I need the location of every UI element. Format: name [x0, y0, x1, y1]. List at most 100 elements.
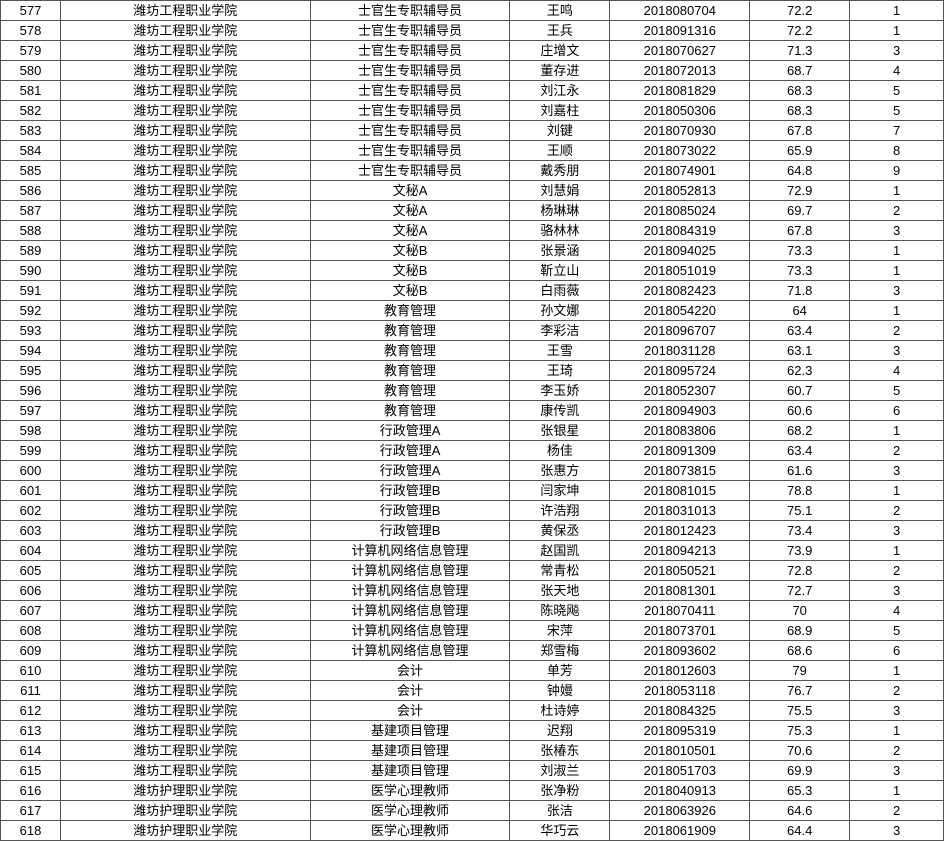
table-cell: 潍坊工程职业学院 [60, 261, 310, 281]
table-cell: 596 [1, 381, 61, 401]
table-cell: 潍坊工程职业学院 [60, 241, 310, 261]
table-cell: 潍坊护理职业学院 [60, 801, 310, 821]
table-cell: 张洁 [510, 801, 610, 821]
table-cell: 5 [850, 81, 944, 101]
table-cell: 68.3 [750, 101, 850, 121]
table-cell: 潍坊工程职业学院 [60, 21, 310, 41]
table-cell: 608 [1, 621, 61, 641]
table-cell: 1 [850, 301, 944, 321]
table-cell: 2018085024 [610, 201, 750, 221]
table-cell: 584 [1, 141, 61, 161]
table-cell: 2018052307 [610, 381, 750, 401]
table-cell: 583 [1, 121, 61, 141]
table-row: 578潍坊工程职业学院士官生专职辅导员王兵201809131672.21 [1, 21, 944, 41]
table-cell: 白雨薇 [510, 281, 610, 301]
table-cell: 615 [1, 761, 61, 781]
table-cell: 潍坊工程职业学院 [60, 321, 310, 341]
table-cell: 刘江永 [510, 81, 610, 101]
table-cell: 5 [850, 381, 944, 401]
table-cell: 1 [850, 661, 944, 681]
table-cell: 2018094903 [610, 401, 750, 421]
table-cell: 2018080704 [610, 1, 750, 21]
table-row: 582潍坊工程职业学院士官生专职辅导员刘嘉柱201805030668.35 [1, 101, 944, 121]
table-cell: 2 [850, 561, 944, 581]
table-cell: 杨佳 [510, 441, 610, 461]
table-cell: 医学心理教师 [310, 801, 510, 821]
table-row: 593潍坊工程职业学院教育管理李彩洁201809670763.42 [1, 321, 944, 341]
table-cell: 2018094213 [610, 541, 750, 561]
table-cell: 604 [1, 541, 61, 561]
table-cell: 73.9 [750, 541, 850, 561]
table-cell: 1 [850, 421, 944, 441]
table-cell: 康传凯 [510, 401, 610, 421]
table-cell: 3 [850, 41, 944, 61]
table-cell: 72.7 [750, 581, 850, 601]
table-cell: 医学心理教师 [310, 781, 510, 801]
table-cell: 613 [1, 721, 61, 741]
table-cell: 教育管理 [310, 321, 510, 341]
table-cell: 张净粉 [510, 781, 610, 801]
table-cell: 614 [1, 741, 61, 761]
table-cell: 闫家坤 [510, 481, 610, 501]
table-cell: 士官生专职辅导员 [310, 101, 510, 121]
table-cell: 王雪 [510, 341, 610, 361]
table-cell: 郑雪梅 [510, 641, 610, 661]
table-row: 608潍坊工程职业学院计算机网络信息管理宋萍201807370168.95 [1, 621, 944, 641]
table-row: 602潍坊工程职业学院行政管理B许浩翔201803101375.12 [1, 501, 944, 521]
table-cell: 610 [1, 661, 61, 681]
table-cell: 2018070411 [610, 601, 750, 621]
table-row: 577潍坊工程职业学院士官生专职辅导员王鸣201808070472.21 [1, 1, 944, 21]
table-cell: 会计 [310, 661, 510, 681]
table-cell: 行政管理A [310, 421, 510, 441]
table-cell: 基建项目管理 [310, 721, 510, 741]
table-cell: 2018093602 [610, 641, 750, 661]
table-cell: 潍坊工程职业学院 [60, 61, 310, 81]
table-row: 598潍坊工程职业学院行政管理A张银星201808380668.21 [1, 421, 944, 441]
table-cell: 591 [1, 281, 61, 301]
table-row: 606潍坊工程职业学院计算机网络信息管理张天地201808130172.73 [1, 581, 944, 601]
table-cell: 1 [850, 241, 944, 261]
table-cell: 潍坊工程职业学院 [60, 121, 310, 141]
table-cell: 3 [850, 581, 944, 601]
table-cell: 2018091316 [610, 21, 750, 41]
table-row: 585潍坊工程职业学院士官生专职辅导员戴秀朋201807490164.89 [1, 161, 944, 181]
table-cell: 士官生专职辅导员 [310, 21, 510, 41]
table-cell: 2018072013 [610, 61, 750, 81]
table-cell: 潍坊工程职业学院 [60, 301, 310, 321]
table-row: 581潍坊工程职业学院士官生专职辅导员刘江永201808182968.35 [1, 81, 944, 101]
table-cell: 士官生专职辅导员 [310, 61, 510, 81]
table-cell: 潍坊工程职业学院 [60, 501, 310, 521]
table-cell: 靳立山 [510, 261, 610, 281]
table-row: 605潍坊工程职业学院计算机网络信息管理常青松201805052172.82 [1, 561, 944, 581]
table-cell: 68.9 [750, 621, 850, 641]
table-cell: 71.3 [750, 41, 850, 61]
table-cell: 3 [850, 821, 944, 841]
table-cell: 行政管理B [310, 501, 510, 521]
table-cell: 68.3 [750, 81, 850, 101]
table-cell: 60.6 [750, 401, 850, 421]
table-cell: 2018083806 [610, 421, 750, 441]
table-cell: 王顺 [510, 141, 610, 161]
table-cell: 计算机网络信息管理 [310, 541, 510, 561]
table-cell: 基建项目管理 [310, 741, 510, 761]
table-cell: 教育管理 [310, 401, 510, 421]
table-cell: 潍坊工程职业学院 [60, 141, 310, 161]
table-cell: 潍坊工程职业学院 [60, 361, 310, 381]
table-cell: 潍坊工程职业学院 [60, 641, 310, 661]
table-cell: 2018051019 [610, 261, 750, 281]
table-cell: 2018010501 [610, 741, 750, 761]
table-cell: 68.6 [750, 641, 850, 661]
table-cell: 64 [750, 301, 850, 321]
table-cell: 1 [850, 261, 944, 281]
table-cell: 2018081015 [610, 481, 750, 501]
table-row: 601潍坊工程职业学院行政管理B闫家坤201808101578.81 [1, 481, 944, 501]
table-cell: 586 [1, 181, 61, 201]
table-row: 594潍坊工程职业学院教育管理王雪201803112863.13 [1, 341, 944, 361]
table-cell: 594 [1, 341, 61, 361]
table-cell: 63.4 [750, 441, 850, 461]
table-cell: 3 [850, 281, 944, 301]
table-row: 587潍坊工程职业学院文秘A杨琳琳201808502469.72 [1, 201, 944, 221]
table-cell: 5 [850, 101, 944, 121]
table-row: 604潍坊工程职业学院计算机网络信息管理赵国凯201809421373.91 [1, 541, 944, 561]
table-cell: 3 [850, 341, 944, 361]
